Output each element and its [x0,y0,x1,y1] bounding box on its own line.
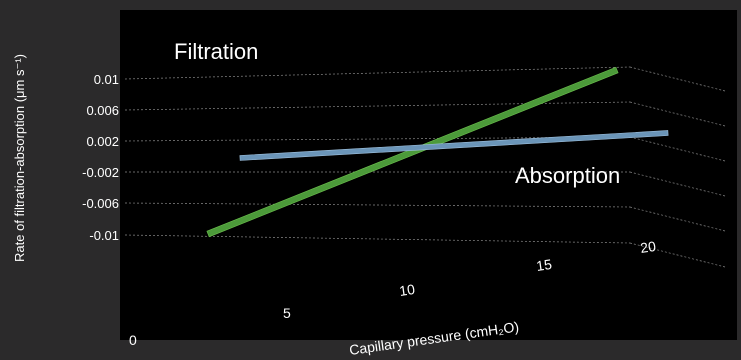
y-tick-label: 0.006 [86,103,119,118]
series-ribbon [206,66,619,238]
gridline-side [629,66,726,92]
y-tick-labels: 0.01 0.006 0.002 -0.002 -0.006 -0.01 [82,72,119,243]
gridline-side [629,171,726,197]
y-tick-label: 0.01 [94,72,119,87]
y-tick-label: -0.006 [82,196,119,211]
gridline-side [629,206,726,232]
x-tick-label: 15 [535,256,553,274]
y-tick-label: -0.01 [89,228,119,243]
x-tick-labels: 0 5 10 15 20 [129,238,657,348]
x-tick-label: 20 [639,238,657,256]
series-ribbon [239,130,669,161]
x-tick-label: 0 [129,332,137,348]
annotation-absorption: Absorption [515,163,620,188]
gridline [124,101,631,111]
plot-background [120,10,737,340]
gridline [124,202,631,208]
x-tick-label: 5 [283,305,291,321]
gridline-side [629,136,726,162]
annotation-filtration: Filtration [174,39,258,64]
gridline-side [629,242,726,268]
y-axis-label: Rate of filtration-absorption (μm s⁻¹) [12,54,27,262]
series-group [206,66,669,238]
gridline-side [629,101,726,127]
gridline [124,66,631,80]
x-tick-label: 10 [398,281,416,299]
y-tick-label: -0.002 [82,165,119,180]
y-tick-label: 0.002 [86,134,119,149]
